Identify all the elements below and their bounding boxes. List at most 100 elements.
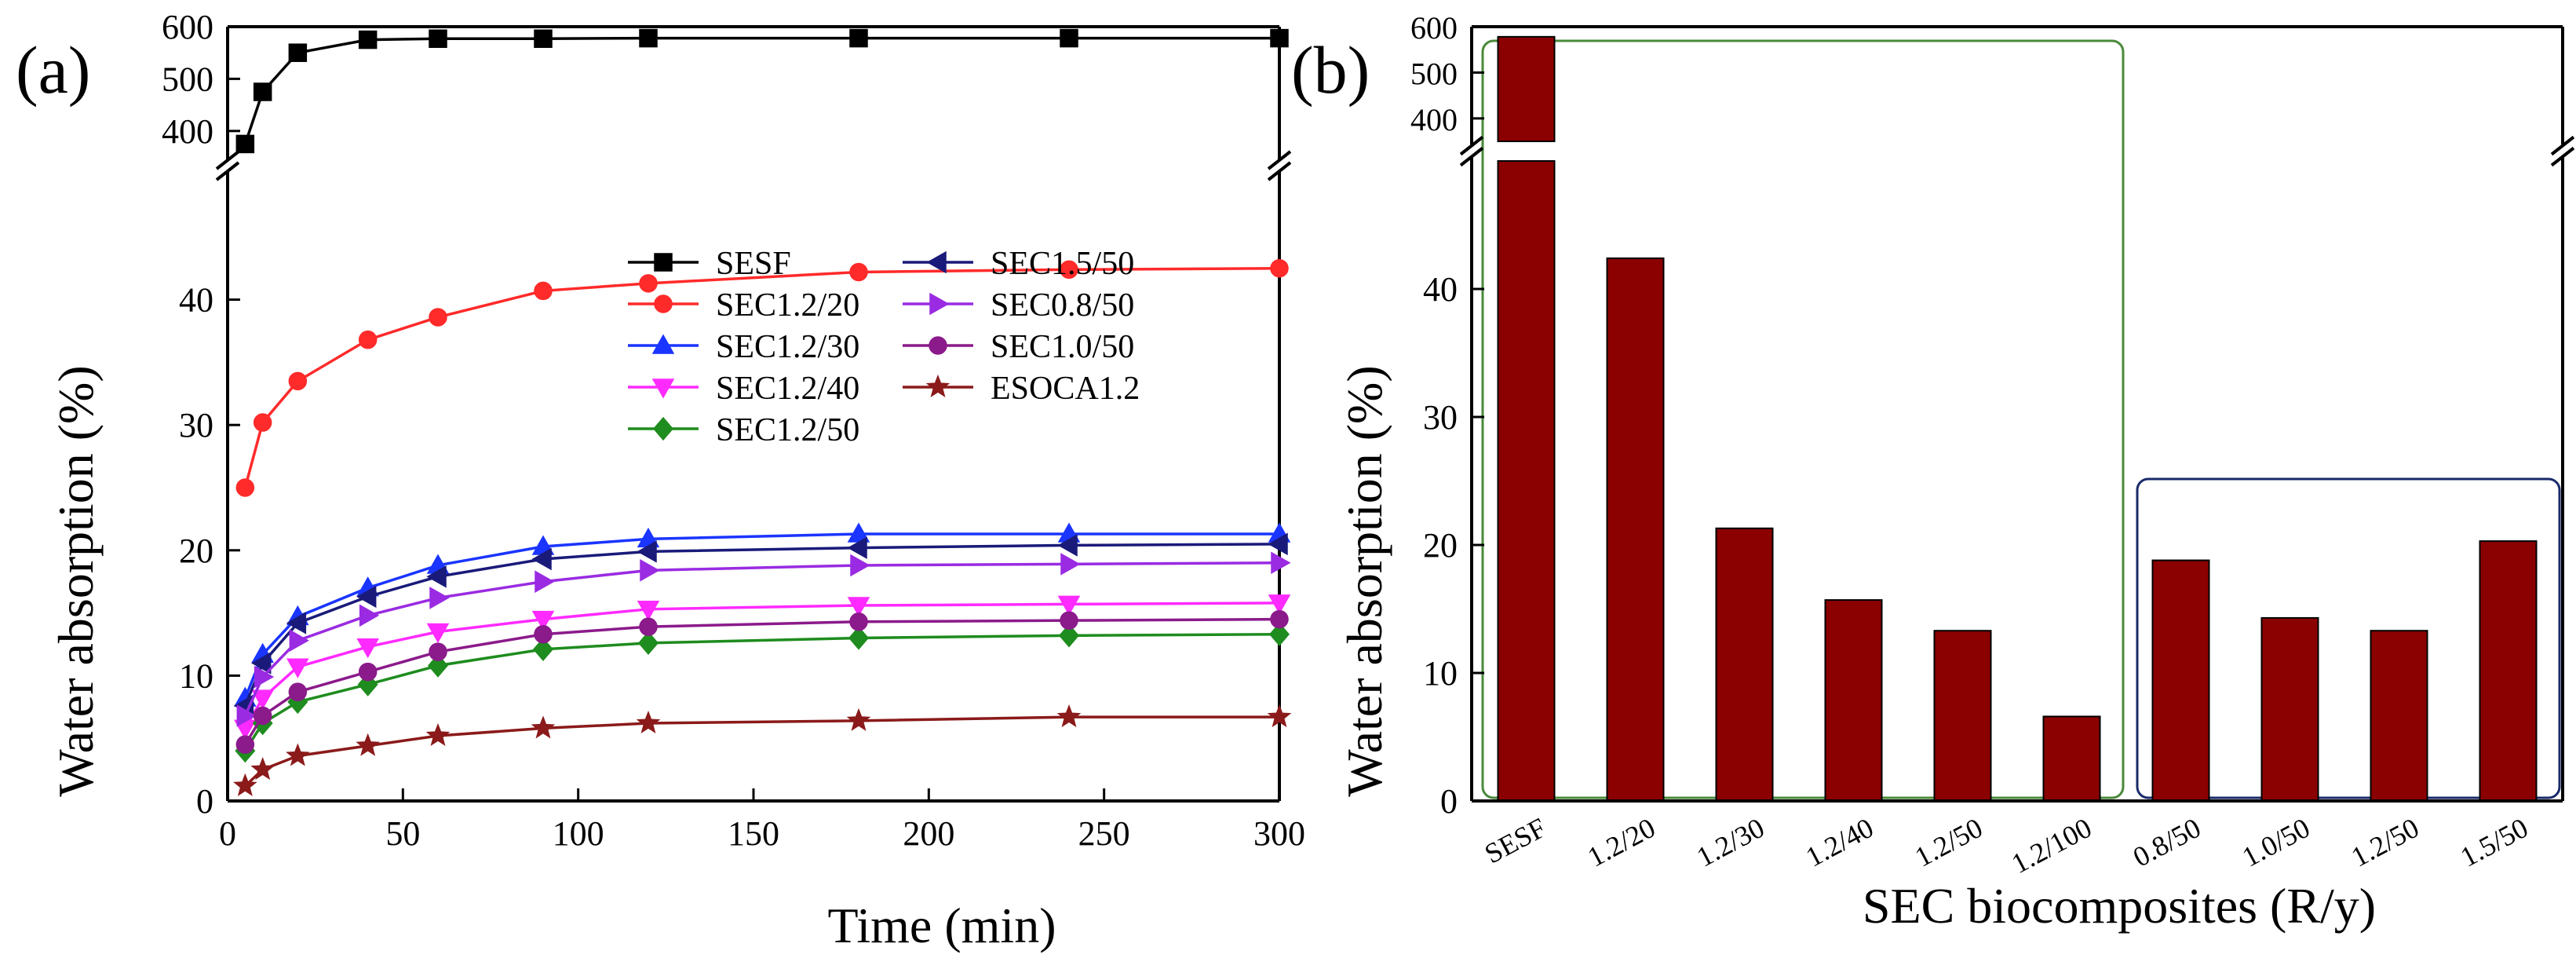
- category-label: 1.2/30: [1691, 812, 1769, 873]
- panel-a-y-tick-label: 0: [196, 782, 213, 821]
- data-point: [1056, 704, 1082, 728]
- data-point: [637, 601, 660, 621]
- category-label: 1.0/50: [2237, 812, 2315, 873]
- data-point: [531, 610, 555, 631]
- series-sesf: [235, 28, 1289, 154]
- series-line: [243, 543, 1280, 707]
- category-label: 1.2/40: [1801, 812, 1878, 873]
- panel-a-x-tick-label: 250: [1078, 814, 1130, 853]
- legend-label: SEC0.8/50: [991, 287, 1134, 324]
- panel-a-axis-break-left: [215, 161, 240, 181]
- data-point: [289, 629, 309, 652]
- panel-a-x-tick-label: 300: [1253, 814, 1305, 853]
- data-point: [535, 570, 555, 593]
- legend-label: SEC1.2/20: [716, 287, 859, 324]
- data-point: [1057, 595, 1081, 616]
- data-point: [847, 597, 870, 617]
- data-point: [1060, 553, 1081, 576]
- legend-item: SEC1.2/20: [628, 287, 859, 324]
- group-box-ratio-group: [1481, 39, 2125, 799]
- series-sec1-5-50: [233, 532, 1288, 717]
- panel-b-y-tick-label: 40: [1423, 270, 1458, 309]
- series-esoca1-2: [233, 704, 1292, 796]
- bar: [2479, 540, 2538, 802]
- legend-marker: [654, 253, 673, 272]
- panel-a-x-tick-label: 200: [903, 814, 954, 853]
- panel-a-y-axis-title: Water absorption (%): [48, 365, 104, 796]
- data-point: [235, 735, 255, 754]
- legend-label: SEC1.2/40: [716, 371, 859, 407]
- legend-label: SEC1.2/50: [716, 412, 859, 448]
- panel-b-y-axis-title: Water absorption (%): [1337, 365, 1392, 796]
- legend-item: SESF: [628, 246, 791, 282]
- legend-label: ESOCA1.2: [991, 371, 1140, 407]
- panel-b-x-axis-title: SEC biocomposites (R/y): [1863, 878, 2376, 934]
- panel-a-y-tick-label-upper: 600: [162, 8, 213, 46]
- data-point: [849, 612, 868, 631]
- legend-marker: [651, 334, 675, 354]
- data-point: [235, 478, 255, 497]
- data-point: [250, 757, 275, 781]
- data-point: [640, 559, 660, 582]
- series-sec1-2-40: [234, 594, 1291, 740]
- data-point: [534, 281, 553, 301]
- data-point: [533, 637, 553, 662]
- data-point: [1270, 258, 1289, 278]
- category-label: SESF: [1480, 812, 1551, 870]
- series-sec1-2-50: [235, 622, 1290, 763]
- data-point: [1060, 611, 1078, 630]
- category-label: 1.2/100: [2006, 812, 2096, 879]
- legend-marker: [926, 250, 947, 274]
- series-sec1-0-50: [235, 609, 1289, 754]
- data-point: [849, 28, 868, 48]
- data-point: [1059, 623, 1079, 648]
- bar-break-gap: [1496, 143, 1556, 159]
- series-line: [243, 602, 1280, 729]
- bar: [1933, 630, 1992, 803]
- data-point: [1270, 609, 1289, 629]
- panel-b-axis-break-left: [1459, 135, 1484, 156]
- bar: [2370, 630, 2428, 803]
- panel-a-y-tick-label-upper: 400: [162, 112, 213, 151]
- panel-b-y-tick-label: 20: [1423, 526, 1458, 565]
- data-point: [429, 642, 447, 661]
- data-point: [358, 330, 378, 349]
- data-point: [1060, 260, 1078, 280]
- series-line: [244, 715, 1279, 788]
- data-point: [253, 706, 272, 726]
- bar: [1497, 160, 1556, 802]
- data-point: [1269, 622, 1290, 646]
- panel-a-x-tick-label: 50: [385, 814, 420, 853]
- data-point: [1267, 704, 1292, 728]
- data-point: [848, 626, 869, 650]
- data-point: [428, 653, 448, 678]
- legend-marker: [651, 378, 675, 399]
- category-label: 1.5/50: [2455, 812, 2533, 873]
- data-point: [425, 722, 451, 747]
- data-point: [534, 624, 553, 644]
- data-point: [233, 773, 257, 796]
- series-line: [243, 561, 1280, 717]
- data-point: [1271, 551, 1291, 575]
- series-line: [243, 532, 1279, 699]
- panel-b-y-tick-label: 30: [1423, 398, 1458, 437]
- legend-item: SEC0.8/50: [903, 287, 1134, 324]
- bar: [1606, 257, 1665, 802]
- legend-label: SEC1.5/50: [991, 246, 1134, 282]
- panel-b-y-tick-label-upper: 400: [1410, 102, 1458, 137]
- data-point: [251, 652, 272, 675]
- data-point: [1268, 594, 1291, 615]
- data-point: [286, 658, 309, 678]
- data-point: [288, 682, 308, 701]
- data-point: [636, 710, 661, 734]
- series-sec0-8-50: [236, 551, 1291, 727]
- panel-b-axis-break-left: [1459, 146, 1484, 167]
- panel-a-y-tick-label: 10: [179, 656, 213, 695]
- panel-a-axis-break-right: [1267, 150, 1292, 170]
- data-point: [1057, 534, 1078, 557]
- data-point: [358, 30, 378, 49]
- bar: [1824, 599, 1883, 803]
- bar: [1715, 527, 1774, 802]
- data-point: [286, 743, 310, 766]
